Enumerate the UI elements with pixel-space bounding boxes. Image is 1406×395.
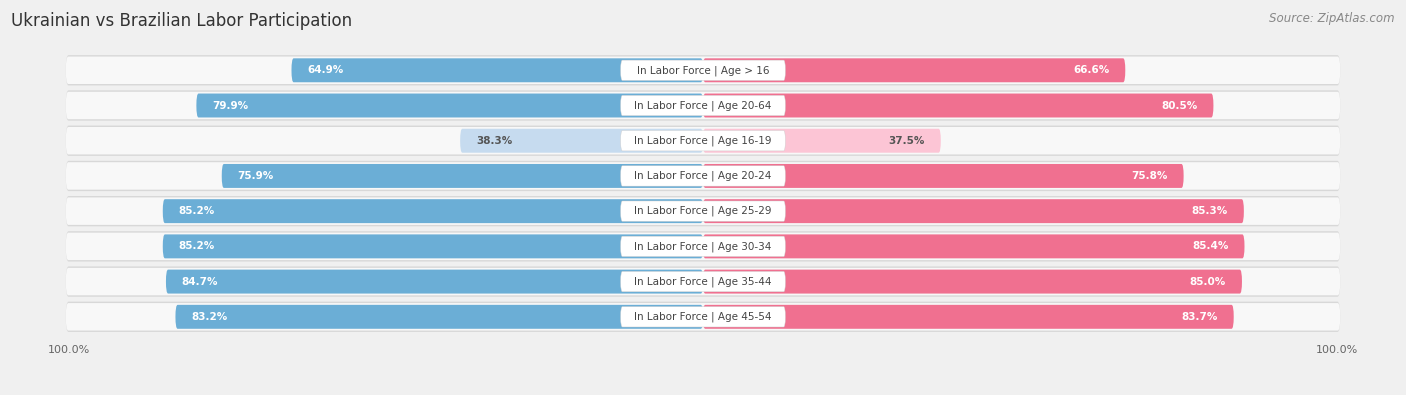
- Text: 85.2%: 85.2%: [179, 241, 215, 251]
- FancyBboxPatch shape: [703, 234, 1244, 258]
- Text: In Labor Force | Age 35-44: In Labor Force | Age 35-44: [634, 276, 772, 287]
- Legend: Ukrainian, Brazilian: Ukrainian, Brazilian: [617, 393, 789, 395]
- Text: 84.7%: 84.7%: [181, 276, 218, 287]
- FancyBboxPatch shape: [197, 94, 703, 117]
- Text: In Labor Force | Age > 16: In Labor Force | Age > 16: [637, 65, 769, 75]
- Text: In Labor Force | Age 20-24: In Labor Force | Age 20-24: [634, 171, 772, 181]
- Text: 85.4%: 85.4%: [1192, 241, 1229, 251]
- FancyBboxPatch shape: [703, 270, 1241, 293]
- FancyBboxPatch shape: [66, 268, 1340, 295]
- Text: Ukrainian vs Brazilian Labor Participation: Ukrainian vs Brazilian Labor Participati…: [11, 12, 353, 30]
- FancyBboxPatch shape: [66, 55, 1340, 85]
- FancyBboxPatch shape: [66, 127, 1340, 154]
- Text: In Labor Force | Age 25-29: In Labor Force | Age 25-29: [634, 206, 772, 216]
- FancyBboxPatch shape: [166, 270, 703, 293]
- FancyBboxPatch shape: [703, 305, 1233, 329]
- Text: 64.9%: 64.9%: [308, 65, 343, 75]
- Text: In Labor Force | Age 45-54: In Labor Force | Age 45-54: [634, 312, 772, 322]
- Text: 75.8%: 75.8%: [1132, 171, 1168, 181]
- FancyBboxPatch shape: [66, 196, 1340, 226]
- Text: 79.9%: 79.9%: [212, 100, 249, 111]
- FancyBboxPatch shape: [66, 126, 1340, 156]
- FancyBboxPatch shape: [703, 94, 1213, 117]
- Text: 37.5%: 37.5%: [889, 136, 925, 146]
- FancyBboxPatch shape: [66, 56, 1340, 84]
- FancyBboxPatch shape: [620, 60, 786, 81]
- Text: 75.9%: 75.9%: [238, 171, 274, 181]
- FancyBboxPatch shape: [620, 236, 786, 257]
- FancyBboxPatch shape: [703, 199, 1244, 223]
- FancyBboxPatch shape: [66, 90, 1340, 120]
- Text: 85.2%: 85.2%: [179, 206, 215, 216]
- Text: 85.3%: 85.3%: [1192, 206, 1227, 216]
- FancyBboxPatch shape: [66, 92, 1340, 119]
- FancyBboxPatch shape: [703, 129, 941, 153]
- FancyBboxPatch shape: [66, 303, 1340, 331]
- FancyBboxPatch shape: [620, 201, 786, 221]
- FancyBboxPatch shape: [703, 58, 1125, 82]
- FancyBboxPatch shape: [66, 162, 1340, 190]
- FancyBboxPatch shape: [291, 58, 703, 82]
- FancyBboxPatch shape: [222, 164, 703, 188]
- FancyBboxPatch shape: [66, 161, 1340, 191]
- FancyBboxPatch shape: [66, 233, 1340, 260]
- FancyBboxPatch shape: [460, 129, 703, 153]
- FancyBboxPatch shape: [620, 166, 786, 186]
- Text: 85.0%: 85.0%: [1189, 276, 1226, 287]
- FancyBboxPatch shape: [620, 95, 786, 116]
- FancyBboxPatch shape: [66, 302, 1340, 332]
- FancyBboxPatch shape: [176, 305, 703, 329]
- Text: 83.7%: 83.7%: [1181, 312, 1218, 322]
- FancyBboxPatch shape: [620, 130, 786, 151]
- Text: Source: ZipAtlas.com: Source: ZipAtlas.com: [1270, 12, 1395, 25]
- Text: 66.6%: 66.6%: [1073, 65, 1109, 75]
- Text: In Labor Force | Age 20-64: In Labor Force | Age 20-64: [634, 100, 772, 111]
- FancyBboxPatch shape: [703, 164, 1184, 188]
- Text: In Labor Force | Age 30-34: In Labor Force | Age 30-34: [634, 241, 772, 252]
- Text: 83.2%: 83.2%: [191, 312, 228, 322]
- Text: 38.3%: 38.3%: [477, 136, 512, 146]
- FancyBboxPatch shape: [66, 231, 1340, 261]
- FancyBboxPatch shape: [163, 199, 703, 223]
- FancyBboxPatch shape: [66, 267, 1340, 297]
- Text: 80.5%: 80.5%: [1161, 100, 1198, 111]
- FancyBboxPatch shape: [163, 234, 703, 258]
- FancyBboxPatch shape: [66, 198, 1340, 225]
- Text: In Labor Force | Age 16-19: In Labor Force | Age 16-19: [634, 135, 772, 146]
- FancyBboxPatch shape: [620, 307, 786, 327]
- FancyBboxPatch shape: [620, 271, 786, 292]
